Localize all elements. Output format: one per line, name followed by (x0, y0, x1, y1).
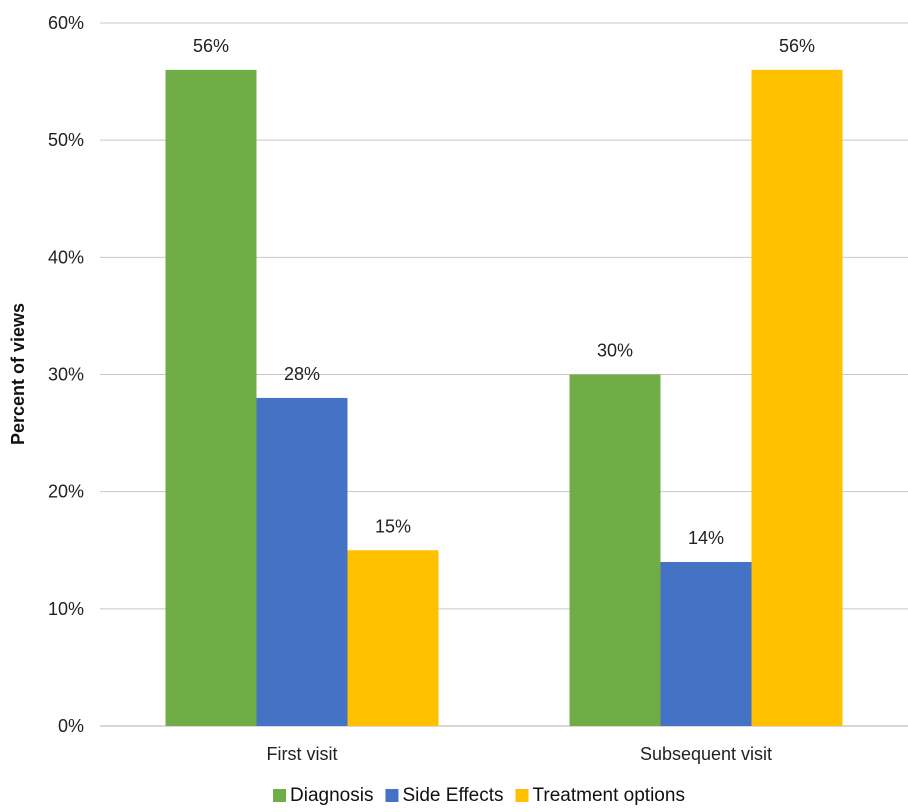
y-tick-label: 40% (48, 247, 84, 267)
y-tick-label: 60% (48, 13, 84, 33)
bars (165, 69, 843, 726)
data-label: 30% (597, 341, 633, 361)
legend-swatch (515, 789, 529, 802)
category-labels: First visit Subsequent visit (267, 744, 773, 764)
data-label: 14% (688, 528, 724, 548)
data-labels: 56% 28% 15% 30% 14% 56% (193, 36, 815, 548)
legend-item-diagnosis: Diagnosis (273, 785, 373, 806)
category-label: First visit (267, 744, 338, 764)
bar-treatment-options (347, 550, 439, 726)
legend-label: Treatment options (533, 785, 685, 806)
y-tick-labels: 0% 10% 20% 30% 40% 50% 60% (48, 13, 84, 736)
y-tick-label: 0% (58, 716, 84, 736)
bar-side-effects (660, 561, 752, 726)
data-label: 56% (779, 36, 815, 56)
category-label: Subsequent visit (640, 744, 772, 764)
legend-swatch (273, 789, 287, 802)
data-label: 15% (375, 516, 411, 536)
legend: Diagnosis Side Effects Treatment options (273, 785, 685, 806)
y-tick-label: 30% (48, 365, 84, 385)
bar-side-effects (256, 397, 348, 726)
y-tick-label: 10% (48, 599, 84, 619)
bar-diagnosis (569, 374, 661, 726)
y-tick-label: 50% (48, 130, 84, 150)
bar-treatment-options (751, 69, 843, 726)
y-axis-title: Percent of views (8, 303, 28, 445)
legend-item-side-effects: Side Effects (385, 785, 504, 806)
legend-label: Side Effects (402, 785, 503, 806)
legend-item-treatment-options: Treatment options (515, 785, 685, 806)
legend-label: Diagnosis (290, 785, 373, 806)
data-label: 56% (193, 36, 229, 56)
y-tick-label: 20% (48, 482, 84, 502)
data-label: 28% (284, 364, 320, 384)
bar-diagnosis (165, 69, 257, 726)
legend-swatch (385, 789, 399, 802)
